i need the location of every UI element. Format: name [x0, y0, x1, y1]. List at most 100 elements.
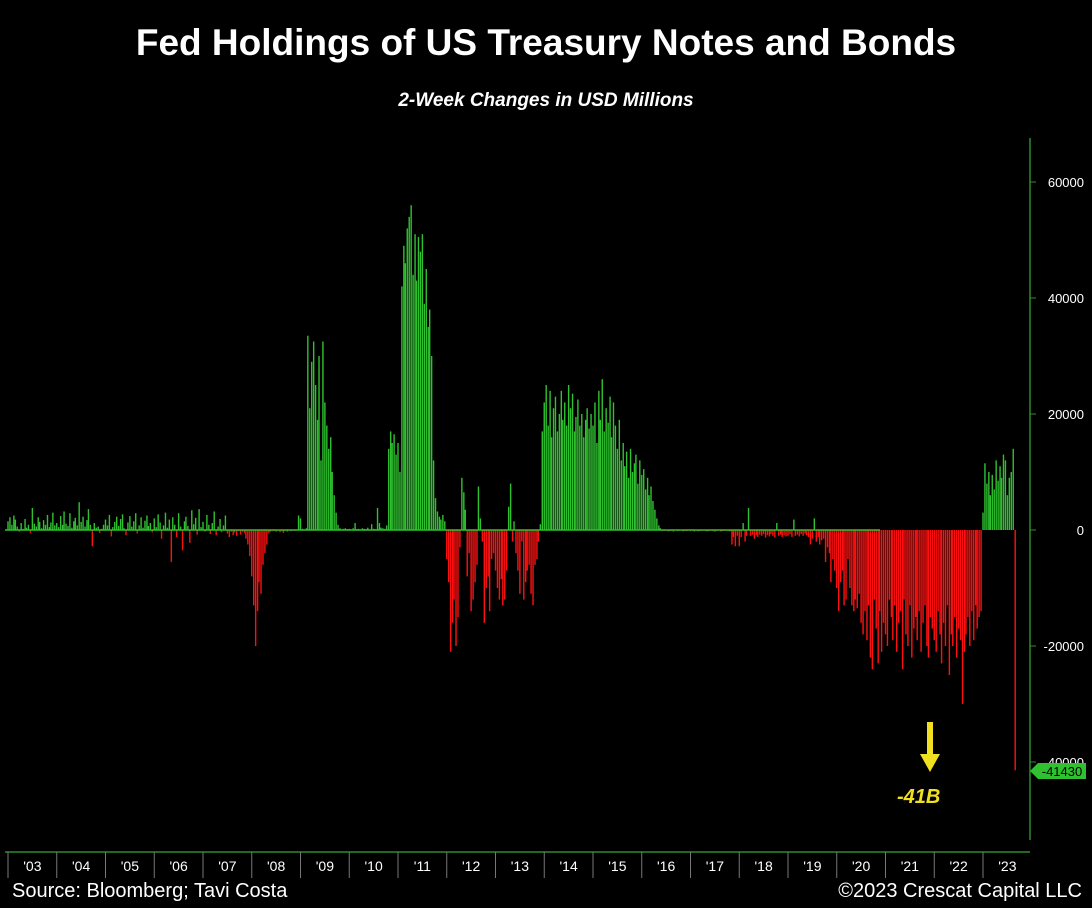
bar — [177, 513, 180, 530]
bar — [459, 530, 461, 548]
credit-text: ©2023 Crescat Capital LLC — [838, 880, 1082, 902]
bar — [472, 530, 474, 600]
bar — [222, 525, 225, 530]
bar — [421, 234, 424, 530]
bar — [245, 530, 247, 539]
bar — [110, 530, 113, 537]
bar — [403, 245, 405, 531]
x-tick-label: '19 — [803, 858, 821, 874]
bar — [168, 519, 171, 530]
bar — [924, 530, 926, 606]
bar — [738, 530, 740, 547]
bar — [494, 530, 497, 571]
bar — [305, 528, 308, 530]
bar — [25, 527, 28, 530]
bar — [646, 477, 649, 530]
x-tick-label: '07 — [218, 858, 236, 874]
y-tick-label: 0 — [1077, 523, 1084, 538]
bar — [832, 530, 834, 559]
bar — [860, 530, 862, 623]
bar — [339, 528, 341, 530]
bar — [1008, 477, 1011, 530]
x-tick-label: '08 — [267, 858, 285, 874]
bar — [909, 530, 911, 606]
bar — [461, 477, 463, 530]
bar — [577, 399, 579, 530]
bar — [361, 528, 364, 530]
bar — [228, 530, 231, 537]
bar — [644, 489, 647, 530]
bar — [335, 512, 337, 530]
bar — [988, 472, 990, 530]
bar — [224, 515, 227, 530]
bar — [753, 530, 756, 539]
bar — [269, 530, 271, 532]
bar — [29, 530, 32, 533]
bar — [322, 341, 324, 530]
bar — [196, 530, 198, 535]
bar — [999, 466, 1001, 530]
bar — [944, 530, 947, 646]
bar — [378, 523, 381, 530]
bar — [815, 530, 817, 542]
bar — [714, 530, 716, 532]
bar — [127, 522, 129, 530]
bar — [89, 524, 92, 530]
bar — [59, 516, 62, 530]
bar — [751, 530, 754, 535]
bar — [639, 460, 641, 530]
bar — [172, 517, 174, 530]
bar — [428, 309, 431, 530]
bar — [144, 520, 146, 530]
bar — [14, 519, 17, 530]
bar — [740, 530, 742, 537]
bar — [453, 530, 455, 600]
bar — [820, 530, 823, 541]
bar — [507, 506, 510, 530]
bar — [69, 513, 71, 530]
bar — [333, 495, 335, 530]
bar — [556, 431, 559, 530]
bar — [324, 402, 326, 530]
bar — [991, 474, 993, 530]
bar — [802, 530, 804, 536]
bar — [61, 524, 64, 530]
bar — [959, 530, 962, 641]
bar — [318, 356, 320, 530]
bar — [927, 530, 930, 658]
bar — [159, 522, 161, 530]
bar — [114, 521, 116, 530]
bar — [268, 530, 270, 533]
bar — [567, 385, 570, 530]
x-ticks: '03 '04 '05 '06 '07 '08 '09 '10 '11 '12 '13 '14 '15 '… — [7, 852, 1017, 878]
bar — [388, 448, 390, 530]
bar — [397, 443, 399, 530]
bar — [104, 519, 107, 530]
bar — [408, 216, 410, 531]
bar — [442, 514, 444, 530]
bar — [839, 530, 842, 583]
bar — [258, 530, 260, 583]
bar — [330, 437, 332, 530]
bar — [344, 528, 347, 530]
bar — [783, 530, 785, 536]
bar — [778, 530, 780, 536]
bar — [86, 520, 88, 530]
bar — [997, 480, 999, 530]
bar — [235, 530, 238, 536]
bar — [744, 530, 746, 542]
bar — [149, 523, 152, 530]
bar — [594, 402, 596, 530]
bar — [131, 526, 133, 530]
bar — [511, 530, 514, 542]
bar — [13, 515, 15, 530]
bar — [731, 530, 733, 545]
bar — [963, 530, 966, 652]
bar — [252, 530, 255, 606]
bar — [275, 530, 277, 532]
x-tick-label: '21 — [901, 858, 919, 874]
bar — [766, 530, 769, 536]
bar — [836, 530, 838, 588]
bar — [579, 425, 581, 530]
bar — [492, 530, 495, 554]
